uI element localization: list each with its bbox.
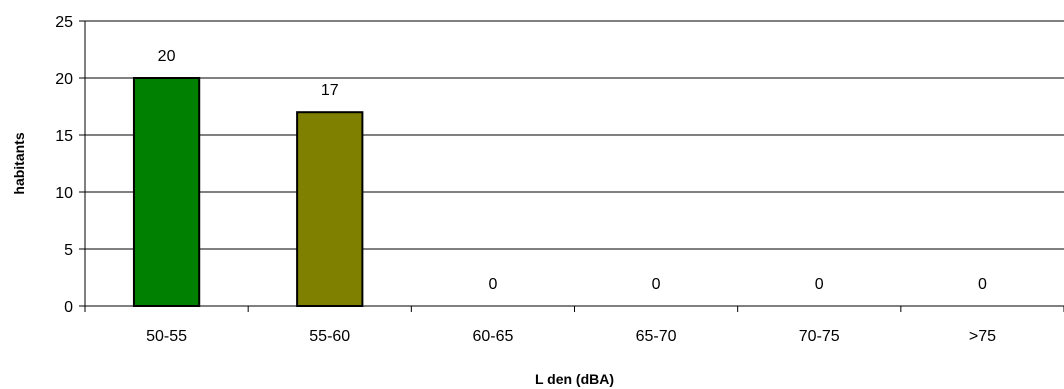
y-tick-label: 25 bbox=[55, 14, 73, 31]
data-label: 20 bbox=[158, 48, 176, 65]
y-tick-label: 5 bbox=[64, 242, 73, 259]
x-tick-label: 50-55 bbox=[146, 328, 187, 345]
y-axis-title: habitants bbox=[11, 132, 27, 194]
x-tick-label: 60-65 bbox=[472, 328, 513, 345]
x-tick-label: 65-70 bbox=[636, 328, 677, 345]
data-label: 17 bbox=[321, 82, 339, 99]
x-tick-label: 55-60 bbox=[309, 328, 350, 345]
x-tick-label: >75 bbox=[969, 328, 996, 345]
y-tick-label: 20 bbox=[55, 71, 73, 88]
data-labels: 20 17 0 0 0 0 bbox=[158, 48, 987, 293]
gridlines bbox=[85, 20, 1064, 250]
x-axis-ticks: 50-55 55-60 60-65 65-70 70-75 >75 bbox=[84, 306, 1064, 345]
data-label: 0 bbox=[652, 276, 661, 293]
data-label: 0 bbox=[488, 276, 497, 293]
y-tick-label: 10 bbox=[55, 185, 73, 202]
x-axis-title: L den (dBA) bbox=[535, 371, 614, 387]
x-tick-label: 70-75 bbox=[799, 328, 840, 345]
y-tick-label: 0 bbox=[64, 299, 73, 316]
bar bbox=[132, 77, 201, 307]
axes bbox=[84, 21, 1064, 307]
y-tick-label: 15 bbox=[55, 128, 73, 145]
bar bbox=[296, 111, 364, 307]
data-label: 0 bbox=[978, 276, 987, 293]
y-axis-ticks: 0 5 10 15 20 25 bbox=[55, 14, 85, 316]
data-label: 0 bbox=[815, 276, 824, 293]
